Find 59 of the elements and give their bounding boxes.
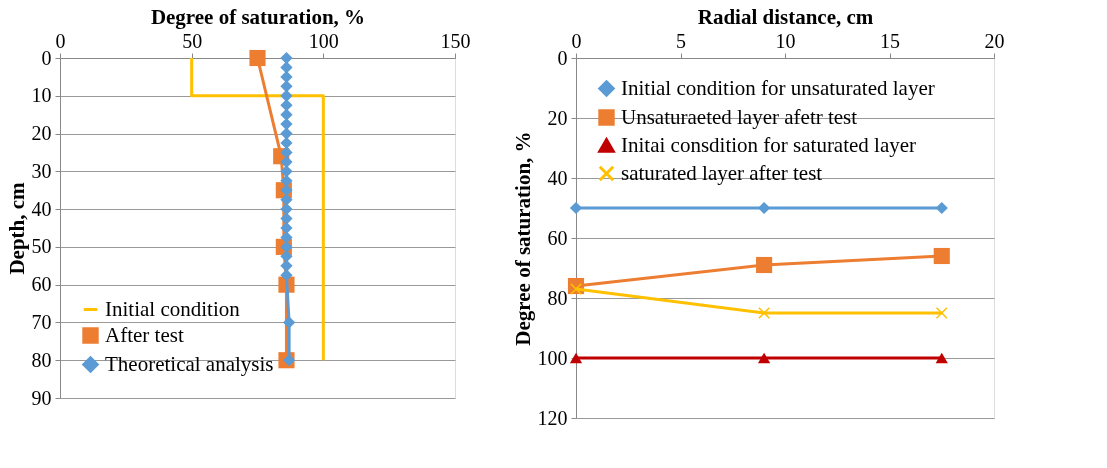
- x-tick-label: 10: [775, 29, 796, 52]
- y-tick-label: 10: [31, 84, 52, 107]
- x-axis-title: Radial distance, cm: [697, 4, 874, 29]
- point: [758, 307, 771, 319]
- point: [280, 136, 293, 150]
- x-axis-title: Degree of saturation, %: [150, 4, 366, 29]
- point: [757, 352, 771, 364]
- point: [280, 70, 293, 84]
- x-tick-label: 0: [571, 29, 582, 52]
- point: [280, 240, 293, 254]
- point: [280, 269, 293, 282]
- point: [282, 316, 296, 329]
- point: [756, 256, 773, 274]
- legend-label: Initial condition: [105, 296, 241, 321]
- point: [280, 202, 293, 216]
- y-tick-label: 50: [31, 235, 52, 258]
- y-tick-label: 40: [547, 166, 568, 189]
- point: [935, 201, 948, 215]
- point: [249, 49, 266, 67]
- y-tick-label: 0: [41, 46, 52, 69]
- x-tick-label: 50: [182, 29, 203, 52]
- point: [280, 221, 293, 235]
- y-tick-label: 40: [31, 197, 52, 220]
- legend-label: Initial condition for unsaturated layer: [621, 75, 935, 100]
- x-tick-label: 20: [984, 29, 1005, 52]
- y-axis-title: Depth, cm: [4, 181, 29, 275]
- y-tick-label: 100: [537, 346, 568, 369]
- y-tick-label: 60: [31, 273, 52, 296]
- point: [282, 354, 296, 367]
- point: [933, 247, 950, 265]
- legend-label: After test: [105, 322, 184, 347]
- legend-label: Unsaturaeted layer afetr test: [621, 104, 858, 129]
- y-axis-title: Degree of saturation, %: [510, 131, 535, 346]
- y-tick-label: 20: [31, 122, 52, 145]
- point: [280, 51, 293, 65]
- legend-label: Theoretical analysis: [105, 351, 274, 376]
- y-tick-label: 80: [547, 286, 568, 309]
- legend-label: Initai consdition for saturated layer: [621, 132, 917, 157]
- y-tick-label: 60: [547, 226, 568, 249]
- y-tick-label: 0: [557, 46, 568, 69]
- y-tick-label: 120: [537, 406, 568, 429]
- point: [280, 117, 293, 131]
- point: [935, 307, 948, 319]
- point: [569, 352, 583, 364]
- point: [757, 201, 771, 215]
- x-tick-label: 15: [880, 29, 900, 52]
- y-tick-label: 80: [31, 348, 52, 371]
- y-tick-label: 30: [31, 159, 52, 182]
- y-tick-label: 90: [31, 386, 52, 409]
- x-tick-label: 150: [440, 29, 471, 52]
- y-tick-label: 70: [31, 310, 52, 333]
- point: [569, 201, 583, 215]
- y-tick-label: 20: [547, 106, 568, 129]
- point: [935, 352, 948, 364]
- x-tick-label: 5: [676, 29, 686, 52]
- x-tick-label: 0: [55, 29, 66, 52]
- legend-label: saturated layer after test: [621, 160, 823, 185]
- x-tick-label: 100: [308, 29, 339, 52]
- point: [280, 155, 293, 169]
